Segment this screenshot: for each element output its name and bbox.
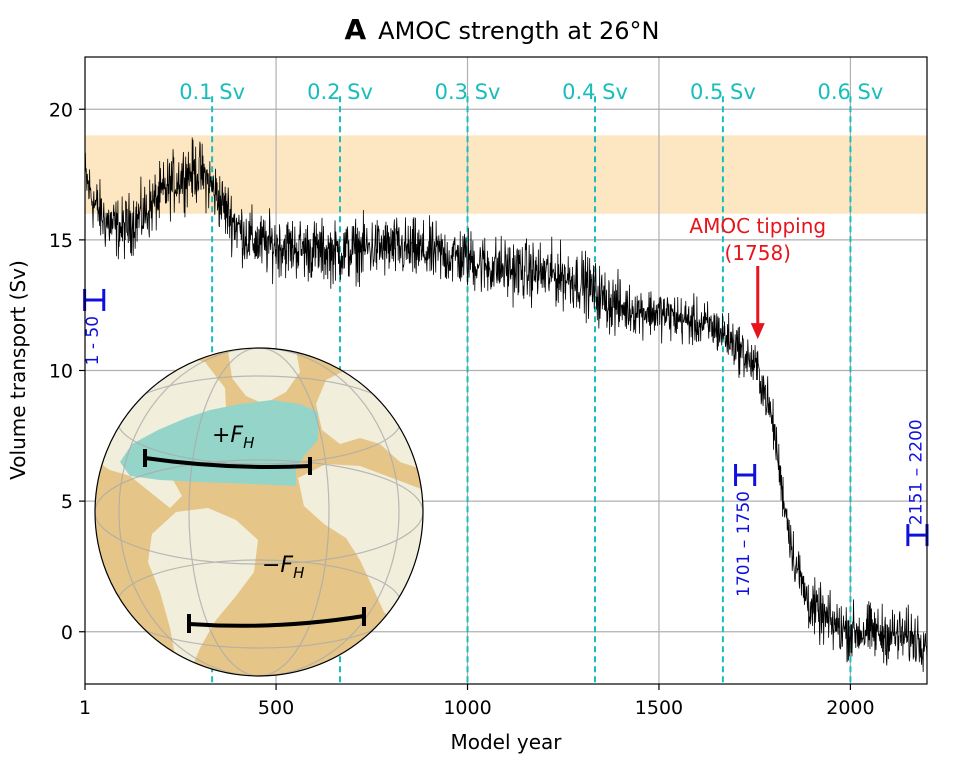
tipping-arrowhead [750, 323, 765, 340]
x-tick-label-1000: 1000 [443, 697, 491, 719]
x-tick-label-500: 500 [258, 697, 294, 719]
window-label-3: 2151 – 2200 [906, 419, 926, 525]
y-axis-ticks: 0 5 10 15 20 [49, 99, 85, 644]
y-tick-label-0: 0 [61, 622, 73, 644]
tipping-label-line1: AMOC tipping [689, 214, 826, 238]
tipping-annotation: AMOC tipping (1758) [689, 214, 826, 340]
globe-section-north [144, 456, 311, 469]
forcing-label-5: 0.5 Sv [690, 80, 756, 104]
forcing-label-4: 0.4 Sv [562, 80, 628, 104]
forcing-step-labels: 0.1 Sv 0.2 Sv 0.3 Sv 0.4 Sv 0.5 Sv 0.6 Sv [179, 80, 883, 104]
window-label-1: 1 - 50 [83, 316, 103, 365]
globe-label-minus-fh: −FH [262, 553, 304, 582]
globe-outline [94, 347, 424, 677]
globe-section-south [188, 614, 365, 628]
x-tick-label-1500: 1500 [635, 697, 683, 719]
forcing-label-2: 0.2 Sv [307, 80, 373, 104]
x-tick-label-1: 1 [79, 697, 91, 719]
tipping-label-line2: (1758) [724, 241, 791, 265]
x-axis-label: Model year [450, 730, 562, 754]
forcing-label-6: 0.6 Sv [817, 80, 883, 104]
averaging-window-1: 1 - 50 [83, 288, 106, 365]
globe-land-greenland [228, 348, 300, 404]
panel-letter: A [344, 13, 366, 46]
averaging-window-2: 1701 – 1750 [734, 464, 757, 597]
y-tick-label-10: 10 [49, 361, 73, 383]
y-tick-label-5: 5 [61, 491, 73, 513]
y-tick-label-20: 20 [49, 99, 73, 121]
x-tick-label-2000: 2000 [826, 697, 874, 719]
forcing-label-3: 0.3 Sv [435, 80, 501, 104]
globe-land-south-america [148, 508, 258, 672]
y-tick-label-15: 15 [49, 230, 73, 252]
forcing-label-1: 0.1 Sv [179, 80, 245, 104]
window-label-2: 1701 – 1750 [734, 491, 754, 597]
averaging-window-3: 2151 – 2200 [906, 419, 929, 547]
inset-globe: +FH −FH [94, 347, 424, 677]
x-axis-ticks: 1 500 1000 1500 2000 [79, 684, 875, 719]
chart-title: A AMOC strength at 26°N [344, 13, 659, 46]
amoc-series-line [85, 137, 927, 673]
averaging-window-markers: 1 - 50 1701 – 1750 2151 – 2200 [83, 288, 929, 597]
globe-label-plus-fh: +FH [212, 423, 254, 452]
y-axis-label: Volume transport (Sv) [6, 260, 30, 480]
